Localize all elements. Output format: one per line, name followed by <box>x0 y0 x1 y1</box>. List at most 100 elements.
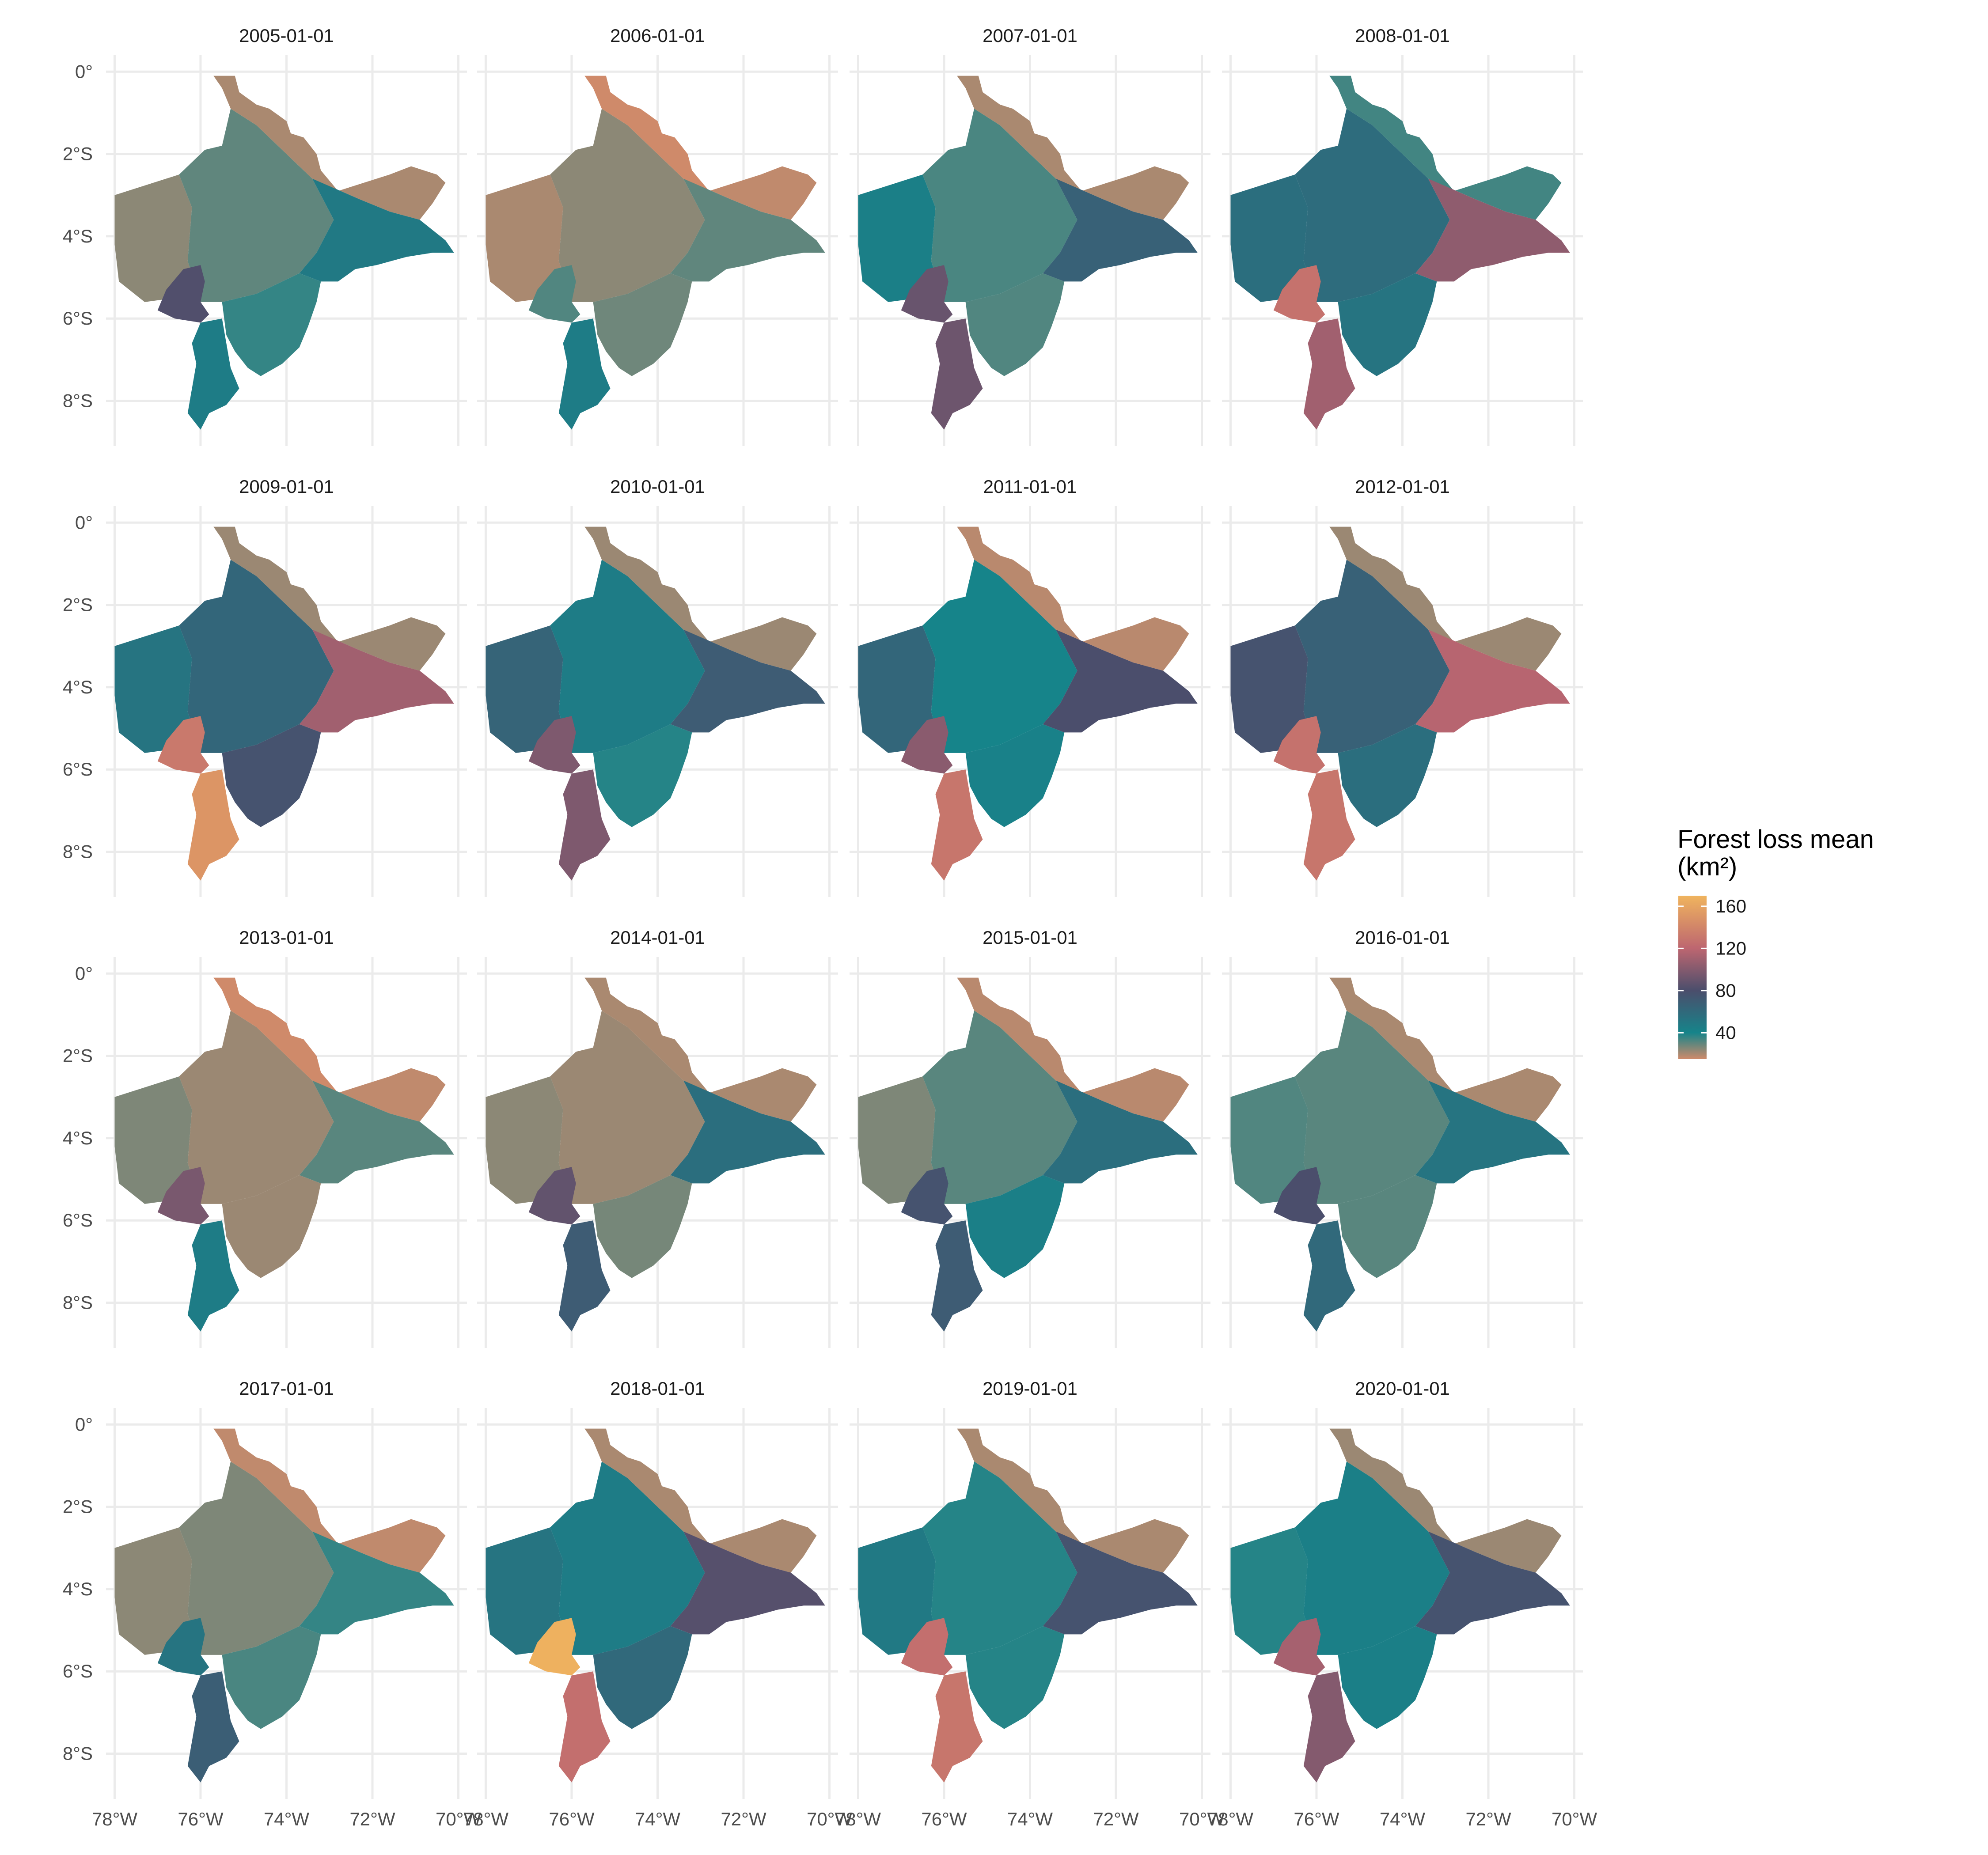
region-east <box>1043 1080 1198 1184</box>
facet-panel: 2015-01-01 <box>850 927 1210 1348</box>
region-southeast <box>222 273 321 376</box>
region-central <box>1295 560 1450 753</box>
region-central <box>179 560 334 753</box>
y-tick-label: 2°S <box>63 1045 93 1066</box>
region-east <box>670 1080 825 1184</box>
region-west <box>114 625 201 753</box>
region-south <box>558 769 611 881</box>
region-southwest <box>528 1167 580 1225</box>
region-west <box>1230 174 1316 302</box>
y-tick-label: 4°S <box>63 1579 93 1599</box>
region-central <box>179 109 334 302</box>
legend-tick-label: 80 <box>1715 980 1736 1001</box>
facet-title: 2006-01-01 <box>610 25 705 46</box>
facet-title: 2018-01-01 <box>610 1378 705 1399</box>
facet-panel: 2010-01-01 <box>477 476 838 897</box>
region-south <box>558 318 611 430</box>
region-central <box>1295 109 1450 302</box>
region-north <box>1329 977 1454 1093</box>
region-north <box>584 76 709 191</box>
region-southwest <box>157 265 209 323</box>
region-southeast <box>965 1626 1065 1729</box>
legend-ticks: 160 120 80 40 <box>1678 896 1746 1043</box>
region-north <box>1329 526 1454 642</box>
y-tick-label: 2°S <box>63 144 93 164</box>
region-northeast <box>683 166 817 220</box>
region-south <box>931 769 983 881</box>
facet-title: 2014-01-01 <box>610 927 705 948</box>
region-south <box>187 318 239 430</box>
region-south <box>931 318 983 430</box>
y-tick-label: 0° <box>75 61 93 82</box>
y-tick-label: 8°S <box>63 841 93 862</box>
region-central <box>1295 1011 1450 1204</box>
region-east <box>670 178 825 282</box>
facet-title: 2016-01-01 <box>1355 927 1450 948</box>
region-north <box>584 526 709 642</box>
x-tick-label: 70°W <box>1179 1809 1225 1829</box>
region-northeast <box>1428 617 1562 671</box>
x-tick-label: 70°W <box>807 1809 853 1829</box>
facet-panel: 2006-01-01 <box>477 25 838 446</box>
facet-title: 2012-01-01 <box>1355 476 1450 497</box>
x-tick-label: 72°W <box>1465 1809 1511 1829</box>
facet-title: 2017-01-01 <box>239 1378 334 1399</box>
facet-title: 2008-01-01 <box>1355 25 1450 46</box>
x-tick-label: 70°W <box>436 1809 482 1829</box>
facet-panel: 2016-01-01 <box>1222 927 1583 1348</box>
legend: Forest loss mean (km²) 160 120 80 40 <box>1677 825 1874 1059</box>
region-east <box>1415 1531 1570 1635</box>
region-southwest <box>157 1167 209 1225</box>
region-north <box>213 977 338 1093</box>
region-north <box>957 1428 1082 1544</box>
y-tick-label: 8°S <box>63 1292 93 1313</box>
facet-panels: 2005-01-01 0° 2°S 4°S 6°S 8°S 2006-01-01 2007-0… <box>63 25 1597 1829</box>
facet-title: 2013-01-01 <box>239 927 334 948</box>
legend-tick-label: 120 <box>1715 938 1746 958</box>
region-south <box>1303 1220 1355 1332</box>
region-southwest <box>901 1618 953 1676</box>
region-east <box>1415 629 1570 733</box>
region-north <box>584 1428 709 1544</box>
region-east <box>1043 1531 1198 1635</box>
region-south <box>187 1671 239 1783</box>
legend-title-line-2: (km²) <box>1677 852 1737 881</box>
region-south <box>1303 1671 1355 1783</box>
region-central <box>1295 1461 1450 1655</box>
region-central <box>922 1011 1077 1204</box>
facet-title: 2010-01-01 <box>610 476 705 497</box>
region-west <box>114 1527 201 1655</box>
region-northeast <box>1055 1519 1189 1573</box>
region-south <box>1303 318 1355 430</box>
region-northeast <box>683 617 817 671</box>
region-north <box>213 1428 338 1544</box>
region-southeast <box>222 1626 321 1729</box>
facet-title: 2007-01-01 <box>983 25 1077 46</box>
region-central <box>550 560 705 753</box>
region-north <box>584 977 709 1093</box>
region-southeast <box>1338 1175 1437 1278</box>
region-southeast <box>1338 1626 1437 1729</box>
region-central <box>179 1011 334 1204</box>
x-tick-label: 70°W <box>1552 1809 1597 1829</box>
region-north <box>213 526 338 642</box>
facet-panel: 2017-01-01 0° 2°S 4°S 6°S 8°S 78°W 76°W 74°W 72°W… <box>63 1378 482 1829</box>
region-southwest <box>528 716 580 774</box>
region-east <box>1415 178 1570 282</box>
region-northeast <box>1428 1519 1562 1573</box>
region-southeast <box>965 1175 1065 1278</box>
region-northeast <box>1055 166 1189 220</box>
x-tick-label: 74°W <box>264 1809 310 1829</box>
y-tick-label: 0° <box>75 1414 93 1435</box>
region-southwest <box>1273 1618 1325 1676</box>
region-east <box>670 1531 825 1635</box>
x-tick-label: 78°W <box>463 1809 509 1829</box>
x-tick-label: 76°W <box>549 1809 595 1829</box>
facet-title: 2019-01-01 <box>983 1378 1077 1399</box>
region-southeast <box>593 1626 692 1729</box>
region-southwest <box>901 265 953 323</box>
y-tick-label: 2°S <box>63 1496 93 1517</box>
region-southeast <box>593 724 692 827</box>
region-north <box>957 526 1082 642</box>
y-tick-label: 6°S <box>63 759 93 780</box>
